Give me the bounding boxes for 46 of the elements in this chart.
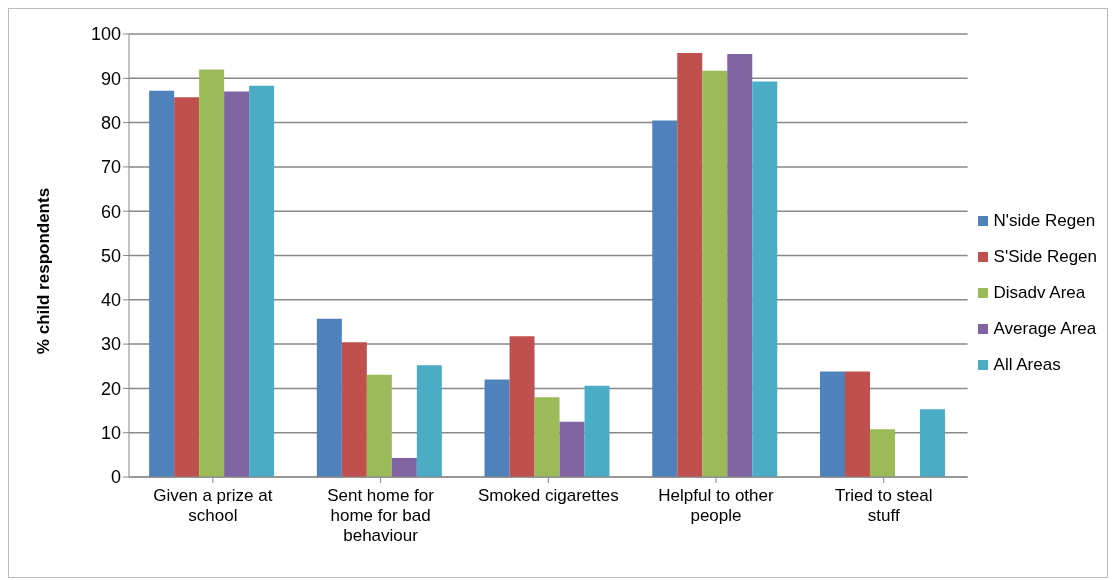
y-tick-label: 20 xyxy=(100,378,121,399)
y-tick-label: 30 xyxy=(100,334,121,355)
y-tick-label: 0 xyxy=(110,467,121,488)
y-tick-label: 10 xyxy=(100,423,121,444)
y-tick-label: 40 xyxy=(100,290,121,311)
bar xyxy=(366,374,392,477)
y-tick-label: 70 xyxy=(100,157,121,178)
x-tick-label: Given a prize at school xyxy=(153,486,273,525)
bar xyxy=(752,81,778,477)
bar xyxy=(677,53,703,477)
bar xyxy=(249,85,275,477)
legend-label: Disadv Area xyxy=(993,283,1086,303)
legend-label: S'Side Regen xyxy=(993,247,1097,267)
bar xyxy=(224,91,250,477)
bar xyxy=(869,429,895,477)
x-tick-label: Helpful to other people xyxy=(658,486,774,525)
bar xyxy=(652,120,678,477)
bar xyxy=(416,365,442,477)
y-tick-label: 50 xyxy=(100,245,121,266)
legend-label: Average Area xyxy=(993,319,1097,339)
bar xyxy=(584,385,610,477)
bar xyxy=(727,53,753,477)
bar xyxy=(199,69,225,477)
bar xyxy=(484,379,510,477)
bar xyxy=(919,409,945,477)
legend-label: N'side Regen xyxy=(993,211,1096,231)
bar xyxy=(341,342,367,477)
bar xyxy=(534,397,560,477)
x-tick-label: Sent home for home for bad behaviour xyxy=(327,486,435,545)
x-tick-label: Tried to steal stuff xyxy=(834,486,933,525)
bar xyxy=(509,336,535,477)
y-tick-label: 90 xyxy=(100,68,121,89)
legend-label: All Areas xyxy=(993,355,1061,375)
bar xyxy=(819,371,845,477)
bar xyxy=(316,318,342,477)
bar xyxy=(391,457,417,477)
bar xyxy=(174,97,200,477)
bar xyxy=(702,70,728,477)
y-tick-label: 80 xyxy=(100,112,121,133)
y-tick-label: 100 xyxy=(90,24,121,45)
bar xyxy=(559,421,585,477)
bar xyxy=(844,371,870,477)
bar xyxy=(149,90,175,477)
y-tick-label: 60 xyxy=(100,201,121,222)
x-tick-label: Smoked cigarettes xyxy=(477,486,619,505)
y-axis-title: % child respondents xyxy=(34,187,53,355)
